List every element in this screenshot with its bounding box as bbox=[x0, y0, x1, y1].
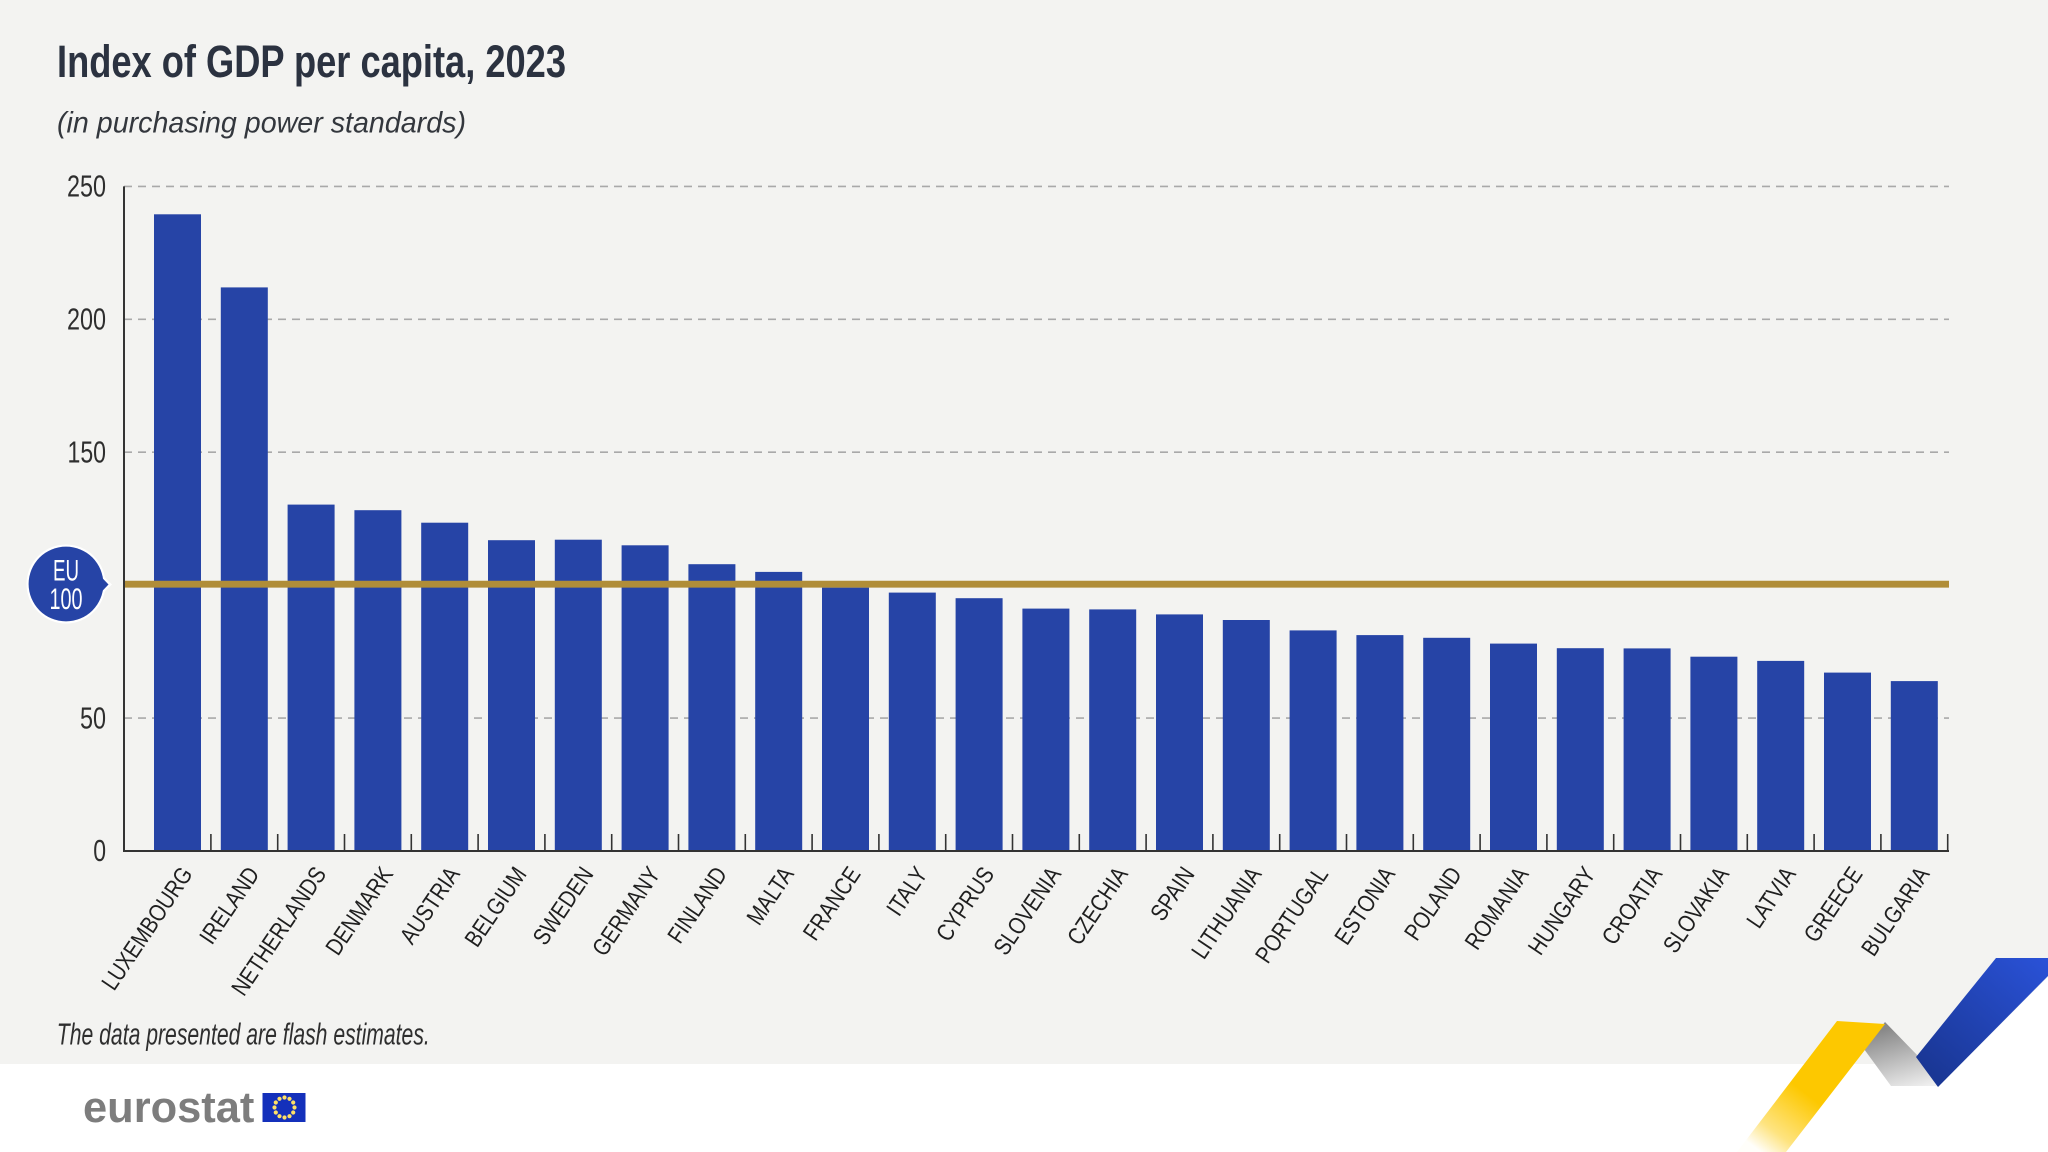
svg-text:EU: EU bbox=[53, 555, 79, 588]
svg-text:Index of GDP per capita, 2023: Index of GDP per capita, 2023 bbox=[57, 36, 566, 87]
svg-text:eurostat: eurostat bbox=[83, 1083, 255, 1132]
svg-text:0: 0 bbox=[93, 833, 106, 868]
svg-text:The data presented are flash e: The data presented are flash estimates. bbox=[57, 1016, 430, 1051]
svg-text:(in purchasing power standards: (in purchasing power standards) bbox=[57, 107, 466, 140]
svg-text:250: 250 bbox=[67, 169, 106, 204]
svg-text:50: 50 bbox=[80, 700, 106, 735]
svg-text:150: 150 bbox=[68, 434, 107, 469]
svg-text:200: 200 bbox=[67, 302, 106, 337]
svg-text:100: 100 bbox=[50, 583, 83, 616]
